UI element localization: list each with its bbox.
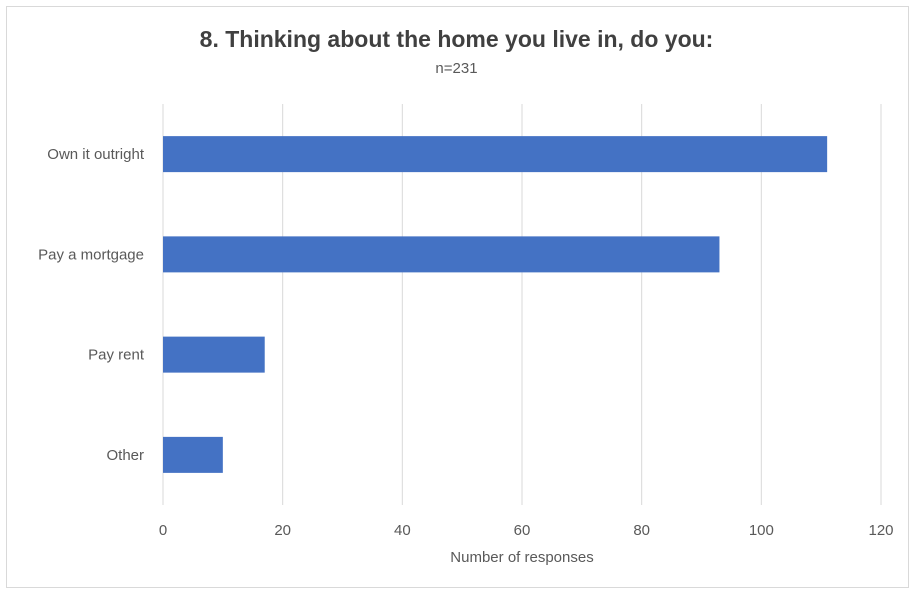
bar <box>163 336 265 373</box>
category-labels: Own it outright Pay a mortgage Pay rent Oth… <box>38 146 145 464</box>
x-tick-label: 80 <box>633 522 650 539</box>
category-label: Pay a mortgage <box>38 246 144 263</box>
bar <box>163 436 223 473</box>
bars <box>163 136 828 473</box>
chart-subtitle: n=231 <box>435 60 478 77</box>
bar <box>163 236 720 273</box>
x-tick-label: 20 <box>274 522 291 539</box>
x-tick-label: 0 <box>159 522 167 539</box>
chart-title: 8. Thinking about the home you live in, … <box>199 26 714 52</box>
x-tick-label: 40 <box>394 522 411 539</box>
chart-frame <box>6 6 909 588</box>
x-tick-labels: 0 20 40 60 80 100 120 <box>159 522 894 539</box>
x-tick-label: 60 <box>514 522 531 539</box>
category-label: Pay rent <box>88 347 145 364</box>
x-tick-label: 120 <box>868 522 893 539</box>
x-tick-label: 100 <box>749 522 774 539</box>
bar <box>163 136 828 173</box>
category-label: Other <box>106 447 144 464</box>
category-label: Own it outright <box>47 146 145 163</box>
x-axis-title: Number of responses <box>450 549 593 566</box>
